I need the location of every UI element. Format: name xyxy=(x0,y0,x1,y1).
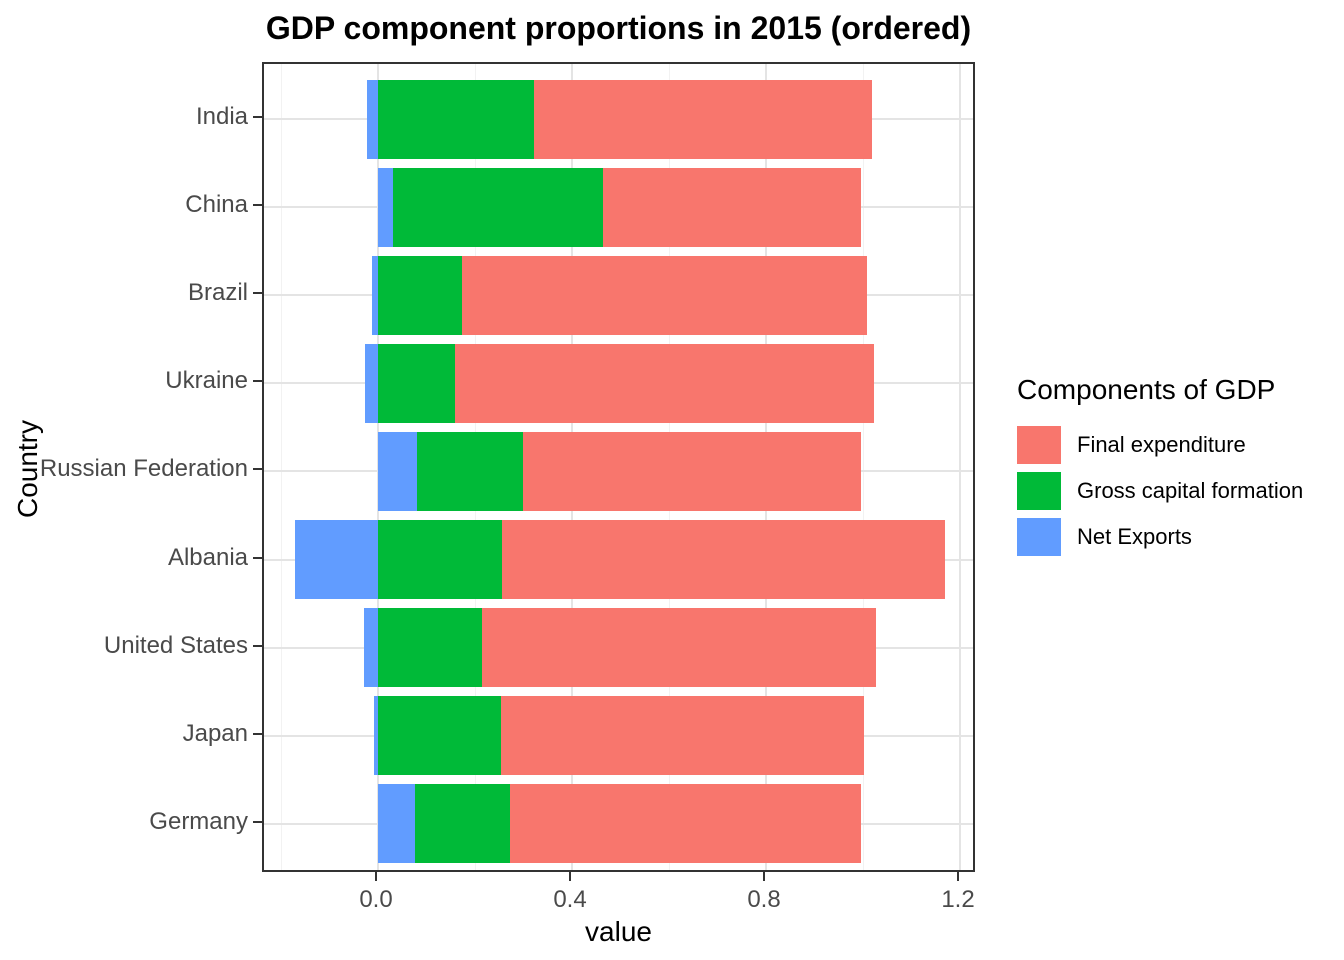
y-axis-label: Ukraine xyxy=(165,367,248,395)
bar-segment-gross-capital-formation xyxy=(414,784,510,864)
y-axis-label: China xyxy=(185,191,248,219)
y-tick xyxy=(253,292,262,295)
legend-title: Components of GDP xyxy=(1017,374,1276,405)
y-tick xyxy=(253,204,262,207)
x-tick xyxy=(957,872,959,881)
bar-segment-final-expenditure xyxy=(602,167,862,247)
bar-segment-final-expenditure xyxy=(500,696,864,776)
legend-item-label: Net Exports xyxy=(1077,524,1192,549)
x-axis-label: 0.8 xyxy=(747,886,781,913)
bar-segment-final-expenditure xyxy=(461,255,867,335)
bar-segment-net-exports xyxy=(378,784,415,864)
y-tick xyxy=(253,116,262,118)
y-tick xyxy=(253,644,262,647)
bar-segment-gross-capital-formation xyxy=(378,696,501,776)
y-tick xyxy=(253,820,262,823)
y-tick xyxy=(253,556,262,559)
bar-segment-net-exports xyxy=(363,608,378,688)
bar-segment-net-exports xyxy=(378,167,394,247)
legend-swatch xyxy=(1017,518,1061,556)
gridline-minor xyxy=(280,64,282,870)
x-axis-title: value xyxy=(585,916,652,947)
bar-segment-gross-capital-formation xyxy=(416,431,523,511)
bar-segment-net-exports xyxy=(294,520,378,599)
bar-segment-gross-capital-formation xyxy=(378,255,462,335)
bar-segment-gross-capital-formation xyxy=(378,343,455,423)
y-axis-label: Japan xyxy=(182,719,248,747)
bar-segment-net-exports xyxy=(373,696,378,776)
bar-segment-final-expenditure xyxy=(533,79,872,159)
legend-item: Final expenditure xyxy=(1017,426,1303,464)
y-axis-title: Country xyxy=(12,419,43,519)
legend: Components of GDP Final expenditure Gross… xyxy=(1017,374,1303,564)
gridline-minor xyxy=(862,64,864,870)
x-axis-label: 0.4 xyxy=(553,886,587,913)
legend-swatch xyxy=(1017,426,1061,464)
legend-item-label: Gross capital formation xyxy=(1077,478,1304,503)
bar-segment-gross-capital-formation xyxy=(378,608,482,688)
legend-swatch xyxy=(1017,472,1061,510)
bar-segment-gross-capital-formation xyxy=(378,79,534,159)
y-axis-label: Germany xyxy=(149,807,248,835)
y-axis-label: India xyxy=(195,103,248,130)
bar-segment-final-expenditure xyxy=(481,608,876,688)
y-axis-label: Brazil xyxy=(187,279,248,307)
gridline-major xyxy=(959,64,961,870)
x-axis-label: 1.2 xyxy=(941,886,975,913)
bar-segment-net-exports xyxy=(364,343,378,423)
bar-segment-gross-capital-formation xyxy=(393,167,603,247)
bar-segment-final-expenditure xyxy=(502,520,945,599)
y-axis-label: Albania xyxy=(167,543,248,571)
legend-items: Final expenditure Gross capital formation… xyxy=(1017,426,1303,556)
y-axis-label: Russian Federation xyxy=(39,455,248,483)
bar-segment-final-expenditure xyxy=(522,431,862,511)
bar-segment-gross-capital-formation xyxy=(378,520,503,599)
bar-segment-net-exports xyxy=(378,431,417,511)
y-tick xyxy=(253,732,262,735)
chart-title: GDP component proportions in 2015 (order… xyxy=(265,10,972,46)
x-tick xyxy=(569,872,571,881)
legend-item: Net Exports xyxy=(1017,518,1303,556)
y-tick xyxy=(253,468,262,471)
bar-segment-final-expenditure xyxy=(509,784,862,864)
legend-item: Gross capital formation xyxy=(1017,472,1303,510)
y-axis-label: United States xyxy=(103,631,248,659)
x-axis-label: 0.0 xyxy=(359,886,393,913)
bar-segment-net-exports xyxy=(372,255,378,335)
x-tick xyxy=(763,872,765,881)
x-tick xyxy=(375,872,377,881)
y-tick xyxy=(253,380,262,383)
bar-segment-net-exports xyxy=(366,79,378,159)
plot-panel xyxy=(262,62,975,872)
legend-item-label: Final expenditure xyxy=(1077,432,1246,457)
bar-segment-final-expenditure xyxy=(454,343,875,423)
